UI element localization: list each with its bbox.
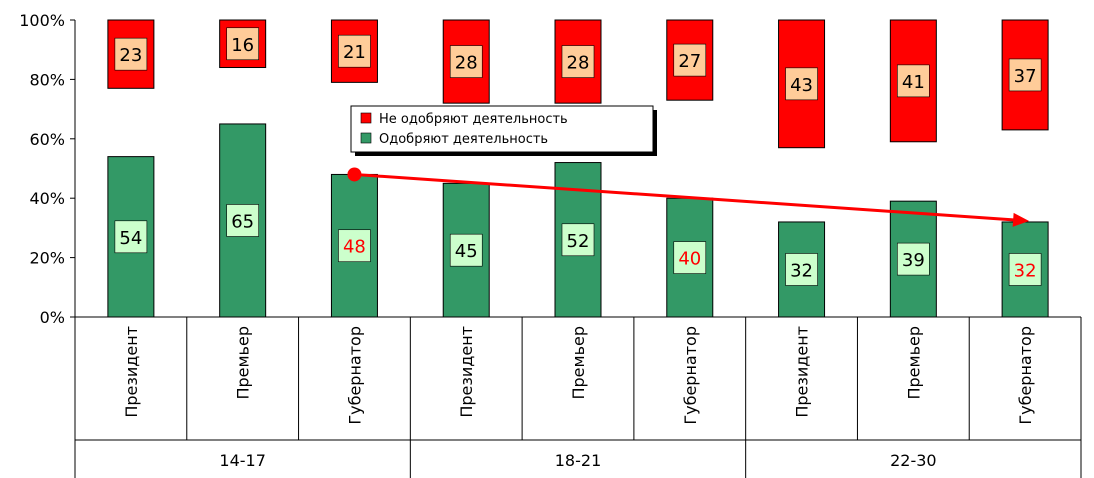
category-label: Губернатор [681,326,700,425]
data-label: 65 [231,211,254,232]
value-labels: 54 65 48 45 52 40 32 39 32 23 16 21 28 28 27 43 41 37 [114,27,1042,286]
data-label: 40 [678,249,701,270]
category-label: Премьер [569,326,588,400]
category-label: Премьер [904,326,923,400]
group-label: 18-21 [555,451,602,470]
category-label: Президент [122,326,141,418]
data-label-box [673,43,707,77]
data-label-box [114,37,148,71]
y-tick-label: 40% [29,189,65,208]
data-label-box [1008,58,1042,92]
legend-swatch [360,112,372,124]
data-label-box [561,223,595,257]
data-label-box [785,67,818,101]
data-label: 45 [455,241,478,262]
legend-swatch [360,132,372,144]
data-label: 43 [790,75,813,96]
legend-label: Не одобряют деятельность [379,112,568,127]
data-label: 27 [678,51,701,72]
data-label: 39 [902,250,925,271]
data-label: 37 [1014,66,1037,87]
legend: Не одобряют деятельность Одобряют деятель… [350,105,657,156]
data-label-box [897,242,930,276]
data-label: 48 [343,237,366,258]
data-label-box [1008,253,1042,286]
axes: 0% 20% 40% 60% 80% 100% Президент Премьер Губерн… [19,11,1082,478]
data-label-box [226,204,259,237]
data-label: 54 [119,228,142,249]
category-label: Президент [793,326,812,418]
data-label: 21 [343,42,366,63]
data-label: 28 [567,53,590,74]
data-label-box [449,233,483,267]
y-tick-label: 80% [29,70,65,89]
data-label: 16 [231,35,254,56]
data-label-box [897,64,930,98]
data-label-box [561,45,595,78]
category-label: Губернатор [1016,326,1035,425]
y-tick-label: 100% [19,11,65,30]
data-label-box [338,229,371,263]
trend-start-dot [347,167,362,182]
data-label: 28 [455,53,478,74]
data-label: 32 [1014,260,1037,281]
data-label-box [114,220,148,254]
data-label: 32 [790,260,813,281]
trend-line [354,172,1016,222]
category-label: Губернатор [345,326,364,425]
data-label-box [673,241,707,274]
legend-label: Одобряют деятельность [379,132,548,147]
legend-box [350,105,654,153]
data-label-box [338,34,371,68]
group-label: 22-30 [890,451,937,470]
data-label: 41 [902,72,925,93]
y-tick-label: 0% [40,308,65,327]
data-label-box [449,45,483,78]
trend-arrow [347,167,1030,227]
group-label: 14-17 [219,451,266,470]
data-label: 23 [119,45,142,66]
category-label: Президент [457,326,476,418]
data-label: 52 [567,231,590,252]
category-label: Премьер [234,326,253,400]
y-tick-label: 60% [29,130,65,149]
data-label-box [785,253,818,286]
data-label-box [226,27,259,61]
trend-arrowhead [1012,212,1030,227]
y-tick-label: 20% [29,249,65,268]
